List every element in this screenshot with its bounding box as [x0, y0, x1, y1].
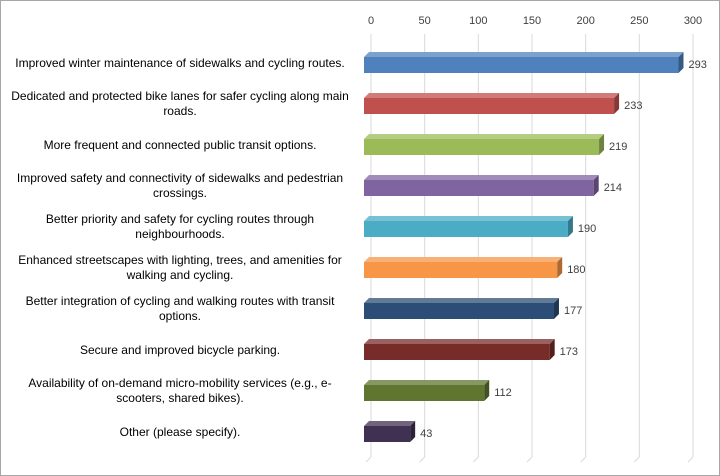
- bar-top-face: [364, 339, 555, 344]
- data-label: 190: [578, 223, 596, 235]
- bar-end-face: [593, 175, 599, 196]
- bar-top-face: [364, 175, 599, 180]
- gridline-foot: [365, 456, 372, 463]
- bar: [364, 303, 554, 319]
- category-label: Improved winter maintenance of sidewalks…: [15, 55, 345, 70]
- gridline-foot: [472, 456, 479, 463]
- x-tick-label: 250: [630, 15, 648, 27]
- category-label: Better integration of cycling and walkin…: [25, 294, 335, 323]
- gridline-foot: [687, 456, 694, 463]
- bar: [364, 98, 615, 114]
- bar: [364, 139, 600, 155]
- bar: [364, 57, 679, 73]
- x-tick-label: 100: [469, 15, 487, 27]
- bar-end-face: [549, 339, 555, 360]
- data-label: 180: [567, 264, 585, 276]
- bar-end-face: [599, 134, 605, 155]
- x-tick-label: 0: [368, 15, 374, 27]
- category-label: Better priority and safety for cycling r…: [45, 212, 315, 241]
- data-label: 233: [624, 100, 642, 112]
- data-label: 219: [609, 141, 627, 153]
- gridline-foot: [580, 456, 587, 463]
- bar-end-face: [553, 298, 559, 319]
- bar: [364, 180, 594, 196]
- bar-top-face: [364, 298, 559, 303]
- bar-end-face: [484, 380, 490, 401]
- bar: [364, 262, 558, 278]
- x-tick-label: 200: [576, 15, 594, 27]
- category-label: Enhanced streetscapes with lighting, tre…: [18, 253, 342, 282]
- data-label: 43: [420, 428, 432, 440]
- bar-end-face: [410, 421, 416, 442]
- bar-top-face: [364, 134, 605, 139]
- bar: [364, 426, 411, 442]
- x-tick-label: 150: [523, 15, 541, 27]
- bar-end-face: [567, 216, 573, 237]
- bar-end-face: [614, 93, 620, 114]
- category-label: Availability of on-demand micro-mobility…: [28, 376, 332, 405]
- gridline-foot: [419, 456, 426, 463]
- data-label: 293: [688, 59, 706, 71]
- bar: [364, 344, 550, 360]
- gridline-foot: [633, 456, 640, 463]
- category-label: More frequent and connected public trans…: [43, 137, 317, 152]
- bar: [364, 221, 568, 237]
- data-label: 214: [604, 182, 622, 194]
- bar-top-face: [364, 93, 620, 98]
- gridline-foot: [526, 456, 533, 463]
- bar: [364, 385, 485, 401]
- bar-top-face: [364, 216, 573, 221]
- data-label: 177: [564, 305, 582, 317]
- x-tick-label: 300: [684, 15, 702, 27]
- bar-top-face: [364, 421, 416, 426]
- data-label: 173: [560, 346, 578, 358]
- category-label: Other (please specify).: [119, 424, 241, 439]
- bar-top-face: [364, 52, 684, 57]
- category-label: Improved safety and connectivity of side…: [16, 171, 344, 200]
- category-label: Secure and improved bicycle parking.: [79, 342, 281, 357]
- bar-top-face: [364, 257, 563, 262]
- x-tick-label: 50: [419, 15, 431, 27]
- category-label: Dedicated and protected bike lanes for s…: [11, 89, 349, 118]
- bar-end-face: [557, 257, 563, 278]
- bar-end-face: [678, 52, 684, 73]
- bar-top-face: [364, 380, 490, 385]
- data-label: 112: [494, 387, 512, 399]
